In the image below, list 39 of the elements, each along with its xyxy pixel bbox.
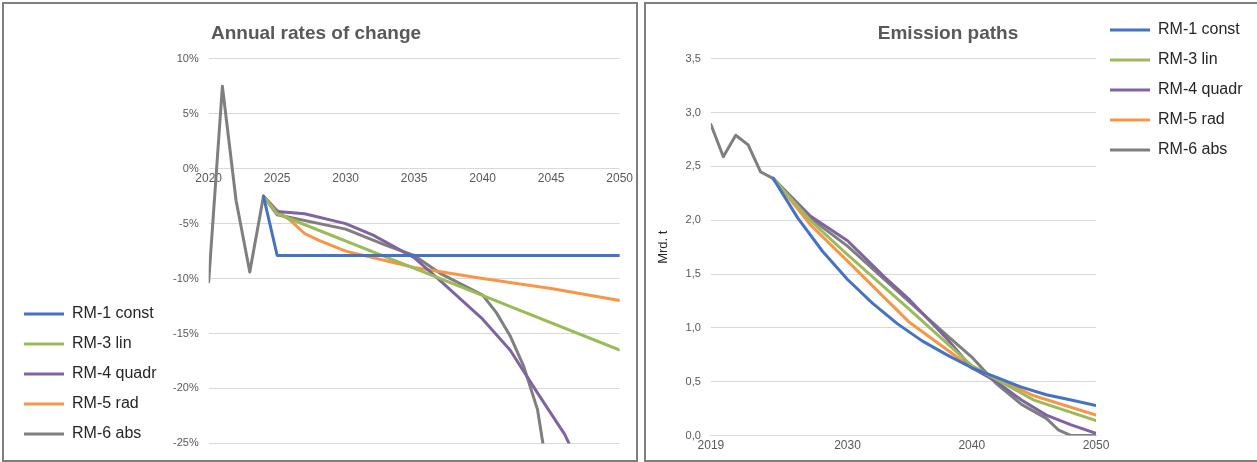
legend-label: RM-1 const xyxy=(72,304,155,322)
y-tick-label: 0,5 xyxy=(685,374,701,387)
y-tick-label: 0,0 xyxy=(685,428,701,441)
x-tick-label: 2030 xyxy=(332,171,360,186)
x-tick-label: 2035 xyxy=(400,171,428,186)
y-tick-label: -25% xyxy=(172,436,199,449)
y-tick-label: 0% xyxy=(182,161,199,174)
chart-title: Annual rates of change xyxy=(210,21,422,43)
legend-label: RM-1 const xyxy=(1158,20,1241,38)
y-tick-label: -15% xyxy=(172,326,199,339)
y-tick-label: 1,5 xyxy=(685,267,701,280)
y-tick-label: 2,5 xyxy=(685,159,701,172)
y-tick-label: 10% xyxy=(176,51,199,64)
y-tick-label: 3,5 xyxy=(685,51,701,64)
x-tick-label: 2019 xyxy=(697,438,725,453)
x-tick-label: 2030 xyxy=(834,438,862,453)
y-tick-label: -5% xyxy=(179,216,199,229)
y-axis-title: Mrd. t xyxy=(655,230,671,264)
x-tick-label: 2050 xyxy=(606,171,634,186)
y-tick-label: -10% xyxy=(172,271,199,284)
y-tick-label: 3,0 xyxy=(685,105,701,118)
x-tick-label: 2040 xyxy=(469,171,497,186)
legend-label: RM-6 abs xyxy=(72,424,142,442)
legend-label: RM-3 lin xyxy=(72,334,132,352)
x-tick-label: 2050 xyxy=(1082,438,1110,453)
legend-label: RM-4 quadr xyxy=(72,364,158,382)
legend-label: RM-5 rad xyxy=(72,394,139,412)
legend-label: RM-4 quadr xyxy=(1158,80,1244,98)
y-tick-label: 5% xyxy=(182,106,199,119)
x-tick-label: 2040 xyxy=(958,438,986,453)
y-tick-label: 2,0 xyxy=(685,213,701,226)
y-tick-label: -20% xyxy=(172,381,199,394)
y-tick-label: 1,0 xyxy=(685,320,701,333)
x-tick-label: 2025 xyxy=(263,171,291,186)
x-tick-label: 2045 xyxy=(537,171,565,186)
legend-label: RM-3 lin xyxy=(1158,50,1218,68)
legend-label: RM-6 abs xyxy=(1158,140,1228,158)
legend-label: RM-5 rad xyxy=(1158,110,1225,128)
chart-title: Emission paths xyxy=(877,21,1019,43)
